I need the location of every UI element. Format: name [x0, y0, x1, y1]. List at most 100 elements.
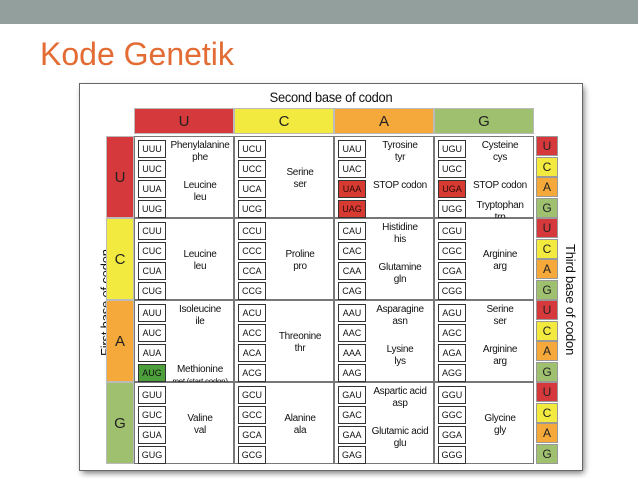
codon-box: AAA — [338, 344, 366, 362]
codon-box: AGA — [438, 344, 466, 362]
amino-acid-label: Serine ser — [266, 167, 334, 191]
codon-box: AAG — [338, 364, 366, 382]
amino-acid-abbr: glu — [393, 438, 407, 449]
codon-list: ACU ACC ACA ACG — [238, 304, 266, 384]
amino-acid-label: Glutamic acid glu — [366, 426, 434, 450]
second-base-header-a: A — [334, 108, 434, 134]
amino-acid-label: Valine val — [166, 413, 234, 437]
codon-box: GCG — [238, 446, 266, 464]
codon-box: AAU — [338, 304, 366, 322]
third-base-label: Third base of codon — [563, 244, 578, 356]
codon-list: AAU AAC AAA AAG — [338, 304, 366, 384]
amino-acid-abbr: phe — [192, 152, 208, 163]
codon-list: CAU CAC CAA CAG — [338, 222, 366, 302]
codon-cell-ga: GAU GAC GAA GAG Aspartic acid asp Glutamic aci… — [334, 382, 434, 464]
amino-acid-label: Arginine arg — [466, 249, 534, 273]
third-base-a-u: U — [536, 300, 558, 320]
first-base-header-g: G — [106, 382, 134, 464]
codon-cell-ag: AGU AGC AGA AGG Serine ser Arginine arg — [434, 300, 534, 382]
amino-acid-label: Glutamine gln — [366, 262, 434, 286]
codon-box: UAU — [338, 140, 366, 158]
codon-list: GAU GAC GAA GAG — [338, 386, 366, 466]
amino-acid-abbr: gln — [393, 274, 407, 285]
codon-cell-ua: UAU UAC UAA UAG Tyrosine tyr STOP codon — [334, 136, 434, 218]
amino-acid-abbr: leu — [193, 192, 207, 203]
codon-list: UUU UUC UUA UUG — [138, 140, 166, 220]
codon-box: CAC — [338, 242, 366, 260]
codon-box: GGC — [438, 406, 466, 424]
amino-acid-name: Serine — [286, 167, 314, 178]
codon-box: UAC — [338, 160, 366, 178]
amino-acid-name: Glycine — [484, 413, 516, 424]
codon-box: AUC — [138, 324, 166, 342]
codon-cell-cu: CUU CUC CUA CUG Leucine leu — [134, 218, 234, 300]
codon-box: CUA — [138, 262, 166, 280]
amino-acid-name: Arginine — [482, 249, 518, 260]
third-base-c-a: A — [536, 259, 558, 279]
amino-acid-label: Proline pro — [266, 249, 334, 273]
third-base-g-g: G — [536, 443, 558, 464]
amino-acid-label: Aspartic acid asp — [366, 386, 434, 410]
codon-box: ACG — [238, 364, 266, 382]
codon-box: UCU — [238, 140, 266, 158]
third-base-c-g: G — [536, 279, 558, 300]
codon-box: UUG — [138, 200, 166, 218]
codon-box: UUU — [138, 140, 166, 158]
third-base-u-u: U — [536, 136, 558, 156]
amino-acid-abbr: trp — [466, 212, 534, 224]
amino-acid-name: Valine — [187, 413, 213, 424]
amino-acid-name: Arginine — [482, 344, 518, 355]
amino-acid-abbr: leu — [193, 261, 207, 272]
codon-box: UGC — [438, 160, 466, 178]
codon-box: CGA — [438, 262, 466, 280]
amino-acid-label: Histidine his — [366, 222, 434, 246]
slide-title: Kode Genetik — [40, 36, 234, 72]
codon-box: GGU — [438, 386, 466, 404]
second-base-label: Second base of codon — [269, 89, 393, 105]
codon-box: GAG — [338, 446, 366, 464]
amino-acid-name: Tryptophan — [476, 200, 524, 211]
amino-acid-name: Leucine — [183, 180, 217, 191]
amino-acid-abbr: thr — [294, 343, 306, 354]
amino-acid-abbr: met (start codon) — [166, 376, 234, 388]
amino-acid-label: Glycine gly — [466, 413, 534, 437]
codon-box: GAU — [338, 386, 366, 404]
first-base-header-a: A — [106, 300, 134, 382]
amino-acid-abbr: arg — [493, 356, 507, 367]
amino-acid-label: Serine ser — [466, 304, 534, 328]
amino-acid-abbr: ser — [293, 179, 307, 190]
codon-box: ACU — [238, 304, 266, 322]
amino-acid-label: Threonine thr — [266, 331, 334, 355]
codon-box: UAG — [338, 200, 366, 218]
codon-box: CGU — [438, 222, 466, 240]
codon-box: GUG — [138, 446, 166, 464]
codon-box: GGA — [438, 426, 466, 444]
codon-list: GUU GUC GUA GUG — [138, 386, 166, 466]
codon-box: CUG — [138, 282, 166, 300]
codon-cell-ac: ACU ACC ACA ACG Threonine thr — [234, 300, 334, 382]
amino-acid-abbr: val — [194, 425, 206, 436]
codon-box: GCU — [238, 386, 266, 404]
second-base-header-g: G — [434, 108, 534, 134]
amino-acid-label: STOP codon — [366, 180, 434, 192]
second-base-header-u: U — [134, 108, 234, 134]
second-base-header-c: C — [234, 108, 334, 134]
codon-box: UCC — [238, 160, 266, 178]
amino-acid-abbr: cys — [492, 152, 508, 163]
amino-acid-label: Cysteine cys — [466, 140, 534, 164]
codon-box: CCC — [238, 242, 266, 260]
codon-box: GUU — [138, 386, 166, 404]
codon-box: AUG — [138, 364, 166, 382]
amino-acid-label: Tyrosine tyr — [366, 140, 434, 164]
codon-list: CGU CGC CGA CGG — [438, 222, 466, 302]
codon-box: UUC — [138, 160, 166, 178]
amino-acid-label: STOP codon — [466, 180, 534, 192]
codon-box: GUA — [138, 426, 166, 444]
codon-box: AAC — [338, 324, 366, 342]
codon-box: ACC — [238, 324, 266, 342]
third-base-u-a: A — [536, 177, 558, 197]
amino-acid-abbr: tyr — [394, 152, 406, 163]
amino-acid-name: Serine — [486, 304, 514, 315]
amino-acid-name: Glutamic acid — [371, 426, 429, 437]
